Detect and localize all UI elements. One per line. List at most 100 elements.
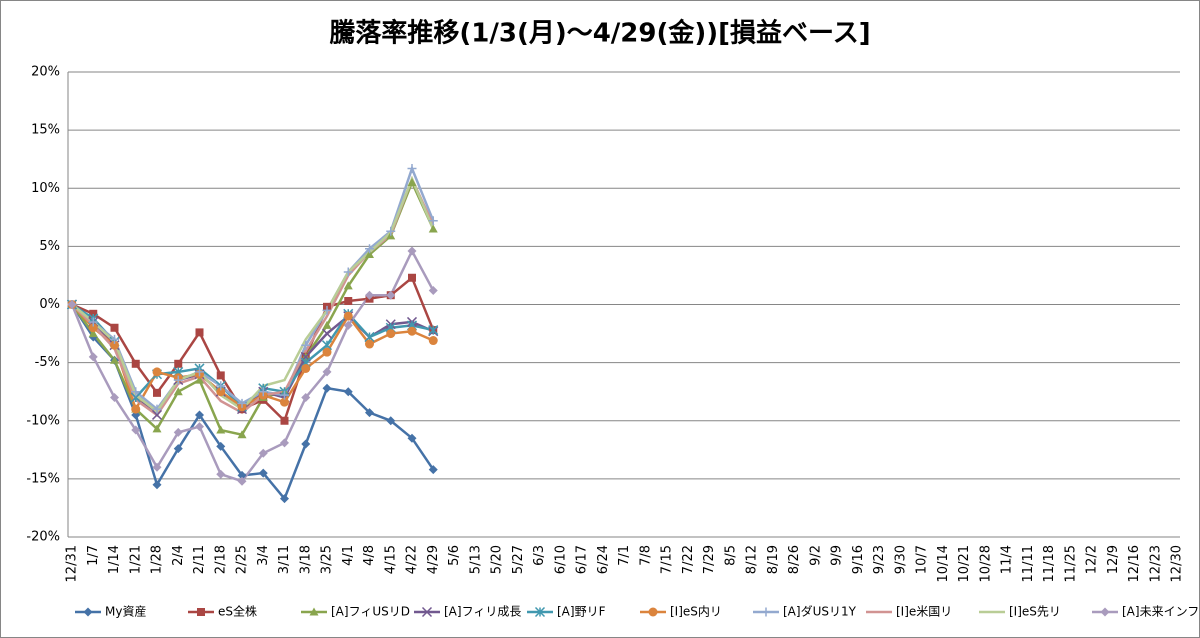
x-tick-label: 6/24: [596, 545, 611, 574]
marker: [237, 470, 247, 480]
marker: [428, 224, 438, 233]
x-tick-label: 10/21: [957, 545, 972, 582]
marker: [407, 163, 417, 173]
marker: [428, 286, 438, 296]
y-tick-label: 5%: [39, 239, 60, 254]
x-tick-label: 3/25: [320, 545, 335, 574]
marker: [88, 352, 98, 362]
x-tick-label: 3/4: [256, 545, 271, 566]
marker: [322, 367, 332, 377]
marker: [386, 226, 396, 236]
legend-label: eS全株: [218, 604, 257, 619]
x-tick-label: 7/22: [681, 545, 696, 574]
marker: [216, 441, 226, 451]
marker: [321, 328, 333, 339]
x-tick-label: 4/22: [405, 545, 420, 574]
x-tick-label: 5/27: [511, 545, 526, 574]
x-tick-label: 11/18: [1042, 545, 1057, 582]
x-tick-label: 9/2: [808, 545, 823, 566]
marker: [258, 468, 268, 478]
x-tick-label: 1/14: [107, 545, 122, 574]
marker: [428, 216, 438, 226]
x-tick-label: 11/25: [1063, 545, 1078, 582]
x-tick-label: 7/15: [660, 545, 675, 574]
marker: [237, 398, 247, 408]
marker: [761, 607, 771, 617]
marker: [152, 462, 162, 472]
marker: [83, 607, 93, 617]
x-tick-label: 4/1: [341, 545, 356, 566]
x-tick-label: 5/13: [468, 545, 483, 574]
legend-label: [I]e米国リ: [896, 605, 952, 619]
marker: [110, 355, 119, 364]
marker: [153, 388, 161, 397]
marker: [216, 469, 226, 479]
marker: [421, 606, 433, 618]
x-tick-label: 12/2: [1085, 545, 1100, 574]
x-tick-label: 7/1: [617, 545, 632, 566]
marker: [195, 422, 204, 432]
marker: [173, 444, 183, 454]
marker: [195, 328, 204, 337]
marker: [301, 340, 311, 350]
x-tick-label: 10/14: [936, 545, 951, 582]
marker: [322, 383, 332, 393]
marker: [88, 317, 98, 327]
marker: [67, 300, 77, 309]
marker: [195, 375, 204, 384]
marker: [343, 387, 353, 397]
x-tick-label: 9/16: [851, 545, 866, 574]
marker: [365, 250, 374, 259]
marker: [322, 320, 332, 329]
marker: [386, 329, 396, 339]
x-tick-label: 6/3: [532, 545, 547, 566]
y-tick-label: -10%: [26, 413, 60, 428]
x-tick-label: 10/7: [915, 545, 930, 574]
marker: [322, 347, 332, 357]
marker: [88, 329, 98, 338]
marker: [110, 340, 119, 350]
marker: [173, 387, 183, 396]
y-tick-label: -20%: [26, 530, 60, 545]
x-tick-label: 4/8: [362, 545, 377, 566]
marker: [258, 448, 268, 458]
x-tick-label: 2/4: [171, 545, 186, 566]
x-tick-label: 4/15: [383, 545, 398, 574]
marker: [301, 393, 311, 402]
x-tick-label: 4/29: [426, 545, 441, 574]
marker: [152, 424, 162, 433]
marker: [428, 325, 439, 336]
x-tick-label: 7/8: [638, 545, 653, 566]
marker: [386, 290, 396, 300]
marker: [301, 439, 311, 449]
marker: [365, 408, 374, 418]
marker: [173, 427, 183, 437]
y-tick-label: -5%: [35, 355, 60, 370]
x-tick-label: 2/18: [213, 545, 228, 574]
marker: [152, 404, 162, 414]
marker: [237, 476, 247, 486]
x-tick-label: 8/19: [766, 545, 781, 574]
legend-label: [I]eS内リ: [670, 605, 722, 619]
marker: [1100, 607, 1110, 617]
x-tick-label: 5/6: [447, 545, 462, 566]
y-tick-label: -15%: [26, 471, 60, 486]
series-line: [70, 303, 435, 502]
marker: [258, 387, 268, 397]
marker: [365, 339, 374, 349]
marker: [89, 309, 98, 318]
marker: [195, 410, 204, 420]
x-tick-label: 5/20: [490, 545, 505, 574]
marker: [386, 416, 396, 426]
marker: [408, 273, 416, 282]
marker: [407, 433, 417, 443]
x-tick-label: 2/11: [192, 545, 207, 574]
x-tick-label: 6/10: [553, 545, 568, 574]
legend-label: [I]eS先リ: [1009, 605, 1061, 619]
x-tick-label: 12/16: [1127, 545, 1142, 582]
x-tick-label: 1/21: [128, 545, 143, 574]
y-tick-label: 10%: [31, 181, 60, 196]
marker: [280, 438, 289, 448]
